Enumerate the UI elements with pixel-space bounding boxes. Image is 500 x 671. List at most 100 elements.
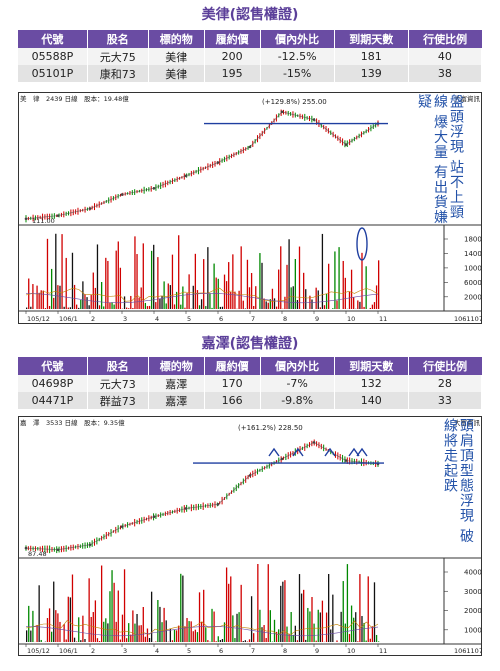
volume-bar [125,638,128,642]
volume-bar [88,578,90,642]
volume-bar [84,294,86,309]
volume-bar [348,633,351,642]
price-point [24,546,28,550]
volume-bar [278,629,280,642]
volume-bar [344,277,346,309]
volume-bar [375,285,378,309]
volume-bar [153,244,155,309]
volume-bar [111,302,113,309]
price-point [344,459,348,462]
volume-bar [65,639,67,642]
volume-bar [338,247,340,309]
cell: 05101P [18,65,88,82]
volume-bar [63,306,65,309]
volume-bar [96,638,99,642]
date-tick-label: 5 [187,315,191,323]
volume-bar [294,625,296,642]
volume-bar [238,290,240,309]
volume-bar [134,236,136,309]
volume-tick-label: 14000 [464,250,482,258]
volume-bar [38,585,40,642]
volume-bar [269,299,271,309]
volume-bar [313,623,315,642]
volume-bar [357,641,359,642]
volume-bar [203,589,205,642]
volume-bar [36,624,38,642]
volume-bar [240,246,242,309]
volume-bar [213,263,215,309]
volume-bar [30,630,32,642]
volume-bar [46,238,49,309]
volume-bar [286,626,288,642]
volume-bar [225,567,228,642]
cell: 200 [204,48,261,65]
pattern-arrow-mark [348,447,360,457]
date-tick-label: 9 [315,647,319,655]
volume-bar [246,259,249,309]
volume-bar [344,623,346,642]
volume-bar [348,291,351,309]
volume-bar [150,250,153,309]
volume-bar [28,605,30,642]
volume-tick-label: 1000 [464,626,482,634]
volume-bar [188,274,190,309]
date-footer: 1061107 [454,315,482,323]
price-point [24,217,28,221]
volume-bar [100,281,103,309]
volume-bar [278,269,280,309]
volume-bar [40,290,42,309]
volume-bar [298,574,301,642]
cell: -9.8% [260,392,335,409]
col-header: 代號 [18,357,88,375]
volume-bar [178,625,180,642]
volume-bar [117,590,119,642]
volume-bar [196,632,199,642]
volume-bar [117,241,119,309]
volume-bar [223,622,226,642]
volume-ma-line [25,293,379,304]
volume-bar [215,641,217,642]
volume-bar [259,609,261,642]
volume-bar [263,298,265,309]
volume-bar [71,574,74,642]
volume-bar [53,581,55,642]
volume-bar [59,285,61,309]
volume-bar [148,305,151,309]
volume-bar [173,304,176,309]
table-row: 04471P 群益73 嘉澤 166 -9.8% 140 33 [18,392,483,409]
volume-bar [132,610,134,642]
volume-bar [36,285,38,309]
price-point [152,187,156,190]
volume-bar [90,616,92,642]
volume-bar [69,307,72,309]
volume-bar [28,278,30,309]
date-tick-label: 105/12 [27,315,50,323]
volume-bar [296,640,299,642]
volume-bar [292,286,294,309]
date-tick-label: 11 [379,315,387,323]
volume-ma-line [25,287,379,302]
volume-bar [161,295,163,309]
pattern-arrow-mark [356,447,368,457]
cell: 38 [408,65,483,82]
volume-bar [111,570,113,642]
stock-chart-1: (+129.8%) 255.00 111.00 18000 14000 10000 600… [18,92,486,324]
volume-bar [59,621,61,642]
cell: 132 [334,375,409,392]
volume-tick-label: 4000 [464,569,482,577]
volume-bar [294,259,296,309]
volume-bar [53,297,55,309]
volume-bar [186,617,188,642]
volume-bar [119,639,122,642]
chart2-svg: (+161.2%) 228.5087.484000300020001000105… [18,416,483,656]
volume-bar [250,273,253,309]
date-tick-label: 11 [379,647,387,655]
volume-bar [125,307,128,309]
price-point [280,110,284,114]
volume-bar [221,639,224,642]
volume-bar [105,257,107,309]
volume-bar [165,620,167,642]
volume-bar [115,250,117,309]
volume-bar [373,302,376,309]
volume-bar [194,629,197,642]
